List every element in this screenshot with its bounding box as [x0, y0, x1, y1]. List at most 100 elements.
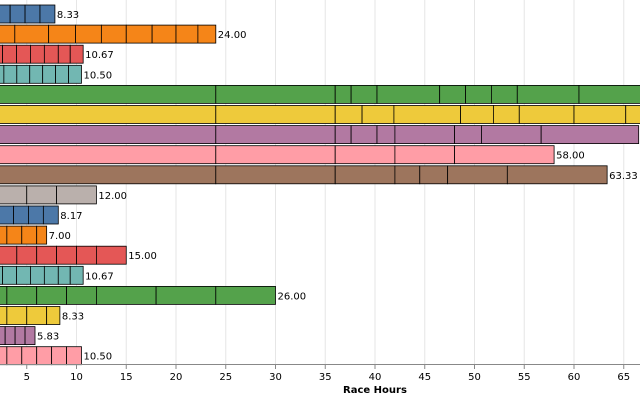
bar-segment: [46, 306, 61, 325]
x-tick-label: 40: [369, 372, 382, 383]
bar-segment: [55, 64, 69, 84]
x-tick-label: 5: [24, 372, 30, 383]
bar-value-label: 15.00: [128, 251, 157, 262]
bar-segment: [334, 85, 352, 104]
bar-segment: [42, 205, 59, 225]
bar-segment: [56, 185, 97, 205]
bar-segment: [578, 85, 640, 104]
bar-value-label: 8.33: [57, 10, 79, 21]
x-tick-label: 10: [70, 372, 83, 383]
x-tick-label: 25: [219, 372, 232, 383]
bar-segment: [215, 125, 336, 144]
x-axis: 5 10 15 20 25 30 35 40 45 50 55 60 65: [0, 364, 640, 383]
bar-segment: [518, 105, 575, 124]
bar-segment: [75, 24, 102, 44]
bar-segment: [6, 285, 38, 305]
bar-value-label: 10.67: [85, 50, 114, 61]
bar-segment: [454, 125, 482, 144]
bar-segment: [57, 44, 71, 64]
bar-segment: [175, 24, 199, 44]
bar-segment: [16, 245, 38, 265]
bar-value-label: 5.83: [37, 332, 59, 343]
bar-segment: [516, 85, 580, 104]
x-tick-label: 35: [319, 372, 332, 383]
bar-segment: [439, 85, 466, 104]
x-tick-label: 65: [617, 372, 630, 383]
bar-segment: [0, 64, 5, 84]
bar-segment: [51, 346, 67, 366]
bar-segment: [573, 105, 627, 124]
bar-segment: [66, 346, 82, 366]
bar-segment: [419, 165, 449, 185]
bar-segment: [2, 44, 17, 64]
bar-segment: [100, 24, 127, 44]
bar-segment: [151, 24, 177, 44]
x-tick-label: 55: [518, 372, 531, 383]
bar-segment: [6, 306, 28, 325]
bar-segment: [0, 85, 217, 104]
bar-segment: [394, 165, 421, 185]
bar-segment: [0, 245, 18, 265]
bar-segment: [36, 285, 67, 305]
bar-segment: [493, 105, 520, 124]
bar-segment: [0, 165, 217, 185]
bar-segment: [394, 125, 455, 144]
bar-segment: [39, 4, 56, 24]
bar-segment: [24, 4, 41, 24]
bar-segment: [334, 105, 363, 124]
bar-segment: [2, 265, 17, 285]
bar-segment: [197, 24, 217, 44]
bar-segment: [69, 265, 84, 285]
bar-segment: [350, 85, 378, 104]
bar-segment: [0, 225, 8, 245]
bar-segment: [36, 245, 58, 265]
bar-segment: [334, 145, 396, 165]
bar-segment: [393, 105, 461, 124]
bar-segment: [36, 346, 53, 366]
bar-segment: [96, 245, 127, 265]
bar-segment: [3, 64, 18, 84]
bar-segment: [66, 285, 97, 305]
bar-segment: [491, 85, 518, 104]
bar-segment: [30, 44, 45, 64]
bar-segment: [16, 44, 31, 64]
bar-segment: [30, 265, 45, 285]
bar-segment: [506, 165, 608, 185]
x-tick-label: 45: [418, 372, 431, 383]
bar-segment: [96, 285, 157, 305]
bar-segment: [43, 265, 59, 285]
bar-segment: [0, 105, 217, 124]
bar-segment: [361, 105, 395, 124]
bar-segment: [68, 64, 82, 84]
x-tick-label: 30: [269, 372, 282, 383]
bar-segment: [0, 125, 217, 144]
bar-segment: [9, 4, 26, 24]
x-tick-label: 15: [120, 372, 133, 383]
bar-segment: [394, 145, 455, 165]
bar-value-label: 10.50: [83, 352, 112, 363]
bar-value-label: 8.33: [62, 312, 84, 323]
bar-segment: [24, 326, 36, 346]
bar-segment: [36, 225, 48, 245]
bar-segment: [215, 105, 336, 124]
bar-segment: [56, 245, 77, 265]
x-tick-label: 60: [568, 372, 581, 383]
bar-value-label: 58.00: [556, 151, 585, 162]
bar-segment: [43, 44, 59, 64]
x-axis-title: Race Hours: [343, 385, 407, 396]
bar-value-label: 26.00: [278, 291, 307, 302]
bar-segment: [26, 185, 58, 205]
bar-segment: [215, 145, 336, 165]
bar-segment: [0, 145, 217, 165]
bar-segment: [28, 205, 44, 225]
bar-segment: [0, 346, 8, 366]
bar-segment: [6, 346, 23, 366]
bar-segment: [57, 265, 71, 285]
bar-segment: [0, 326, 6, 346]
bar-segment: [14, 326, 26, 346]
bar-segment: [6, 225, 23, 245]
bar-segment: [21, 225, 38, 245]
bar-segment: [0, 24, 16, 44]
bar-segment: [0, 306, 8, 325]
